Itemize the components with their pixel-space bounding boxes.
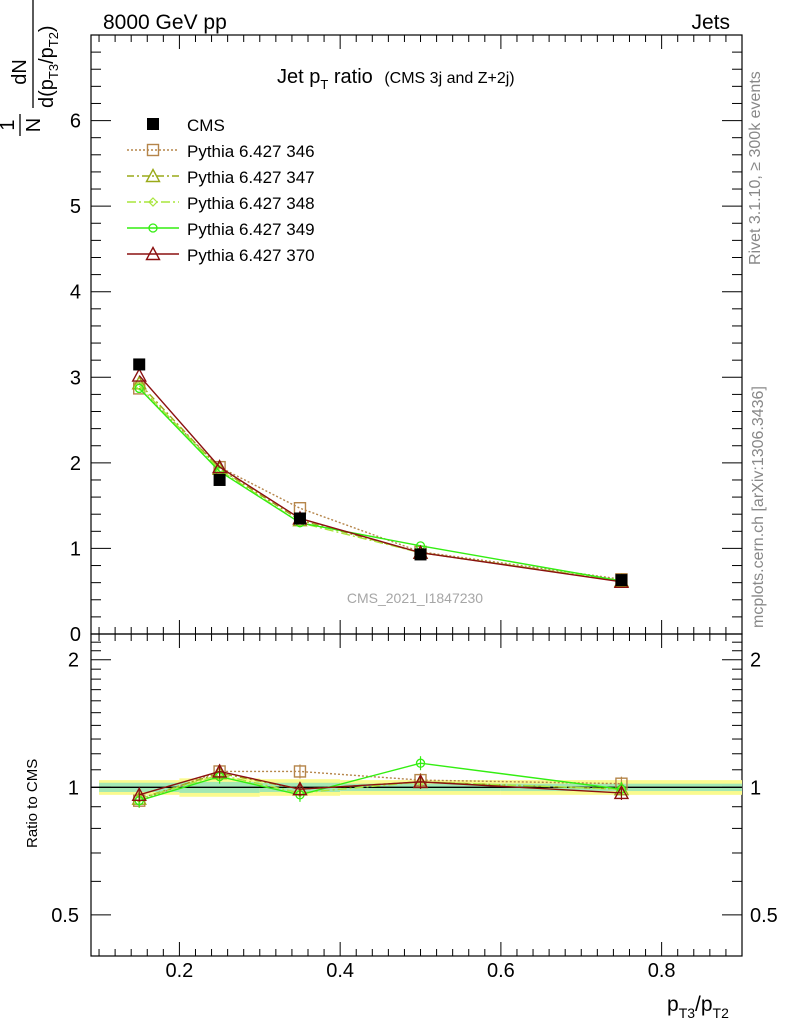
legend: CMS Pythia 6.427 346 Pythia 6.427 347 Pythi…: [127, 116, 315, 265]
series-point-3: [134, 380, 145, 391]
series-line-3: [138, 385, 622, 582]
data-point-cms: [293, 512, 306, 525]
ylabel-n: N: [23, 118, 45, 132]
legend-marker-1: [146, 143, 160, 157]
x-axis-label: pT3/pT2: [667, 993, 729, 1021]
main-series-group: [131, 358, 630, 589]
main-y-axis-label: 1 N dN d(pT3/pT2): [0, 0, 61, 136]
legend-label-cms: CMS: [187, 116, 225, 135]
series-point-5: [131, 367, 147, 382]
series-line-2: [138, 382, 622, 582]
ratio-point-5: [131, 786, 147, 802]
ratio-series-group: [131, 756, 630, 808]
ylabel-dn: dN: [9, 59, 31, 85]
data-point-cms: [213, 473, 226, 486]
series-point-5: [211, 459, 228, 474]
ratio-point-5: [211, 763, 228, 778]
mcplots-reference-label: mcplots.cern.ch [arXiv:1306.3436]: [750, 386, 767, 628]
series-point-4: [134, 383, 144, 394]
legend-label-4: Pythia 6.427 349: [187, 220, 315, 239]
legend-marker-3: [148, 197, 158, 207]
axis-tick-labels: 0.2 0.4 0.6 0.8 0 1 2 3 4 5 6 0.5 0.5 1 1 2 2: [51, 111, 778, 982]
y-tick-label: 3: [70, 367, 81, 389]
legend-label-3: Pythia 6.427 348: [187, 194, 315, 213]
ratio-point-5: [412, 773, 429, 789]
x-tick-label: 0.6: [487, 960, 515, 982]
ratio-point-5: [292, 781, 308, 796]
legend-label-2: Pythia 6.427 347: [187, 168, 315, 187]
rivet-version-label: Rivet 3.1.10, ≥ 300k events: [747, 71, 764, 265]
y-tick-label: 4: [70, 282, 81, 304]
ylabel-denominator: d(pT3/pT2): [36, 25, 61, 108]
ylabel-one: 1: [0, 119, 19, 130]
ratio-y-tick-label-right: 0.5: [750, 905, 778, 927]
series-line-1: [138, 387, 622, 580]
data-point-cms: [615, 574, 628, 587]
ratio-point-1: [293, 765, 307, 778]
legend-marker-2: [145, 168, 161, 183]
y-tick-label: 6: [70, 111, 81, 133]
ratio-y-tick-label-right: 1: [750, 777, 761, 799]
header-category-label: Jets: [691, 11, 730, 34]
legend-marker-cms: [147, 118, 159, 130]
ratio-y-tick-label-right: 2: [750, 650, 761, 672]
data-point-cms: [133, 358, 146, 371]
x-tick-label: 0.4: [326, 960, 354, 982]
series-line-4: [138, 387, 622, 582]
ratio-y-tick-label: 1: [68, 777, 79, 799]
chart-title-ratio: ratio: [328, 66, 372, 88]
y-tick-label: 5: [70, 196, 81, 218]
legend-label-5: Pythia 6.427 370: [187, 246, 315, 265]
ratio-y-tick-label: 2: [68, 650, 79, 672]
y-tick-label: 1: [70, 538, 81, 560]
y-tick-label: 0: [70, 624, 81, 646]
ratio-y-tick-label: 0.5: [51, 905, 79, 927]
legend-marker-4: [148, 223, 158, 233]
chart-title: Jet pT ratio (CMS 3j and Z+2j): [277, 66, 515, 92]
x-tick-label: 0.2: [166, 960, 194, 982]
series-line-5: [138, 375, 622, 583]
analysis-watermark: CMS_2021_I1847230: [347, 590, 483, 606]
legend-label-1: Pythia 6.427 346: [187, 142, 315, 161]
data-point-cms: [414, 548, 427, 561]
legend-marker-5: [145, 246, 161, 261]
ratio-y-axis-label: Ratio to CMS: [24, 759, 41, 848]
chart-title-sub: T: [320, 77, 328, 92]
ratio-plot-frame: [90, 633, 743, 957]
axis-ticks: [91, 35, 743, 957]
ratio-point-5: [613, 784, 630, 800]
chart-title-main: Jet p: [277, 66, 320, 88]
y-tick-label: 2: [70, 453, 81, 475]
ratio-point-4: [415, 758, 426, 768]
x-tick-label: 0.8: [648, 960, 676, 982]
header-energy-label: 8000 GeV pp: [103, 11, 227, 34]
chart-title-detail: (CMS 3j and Z+2j): [384, 70, 514, 87]
